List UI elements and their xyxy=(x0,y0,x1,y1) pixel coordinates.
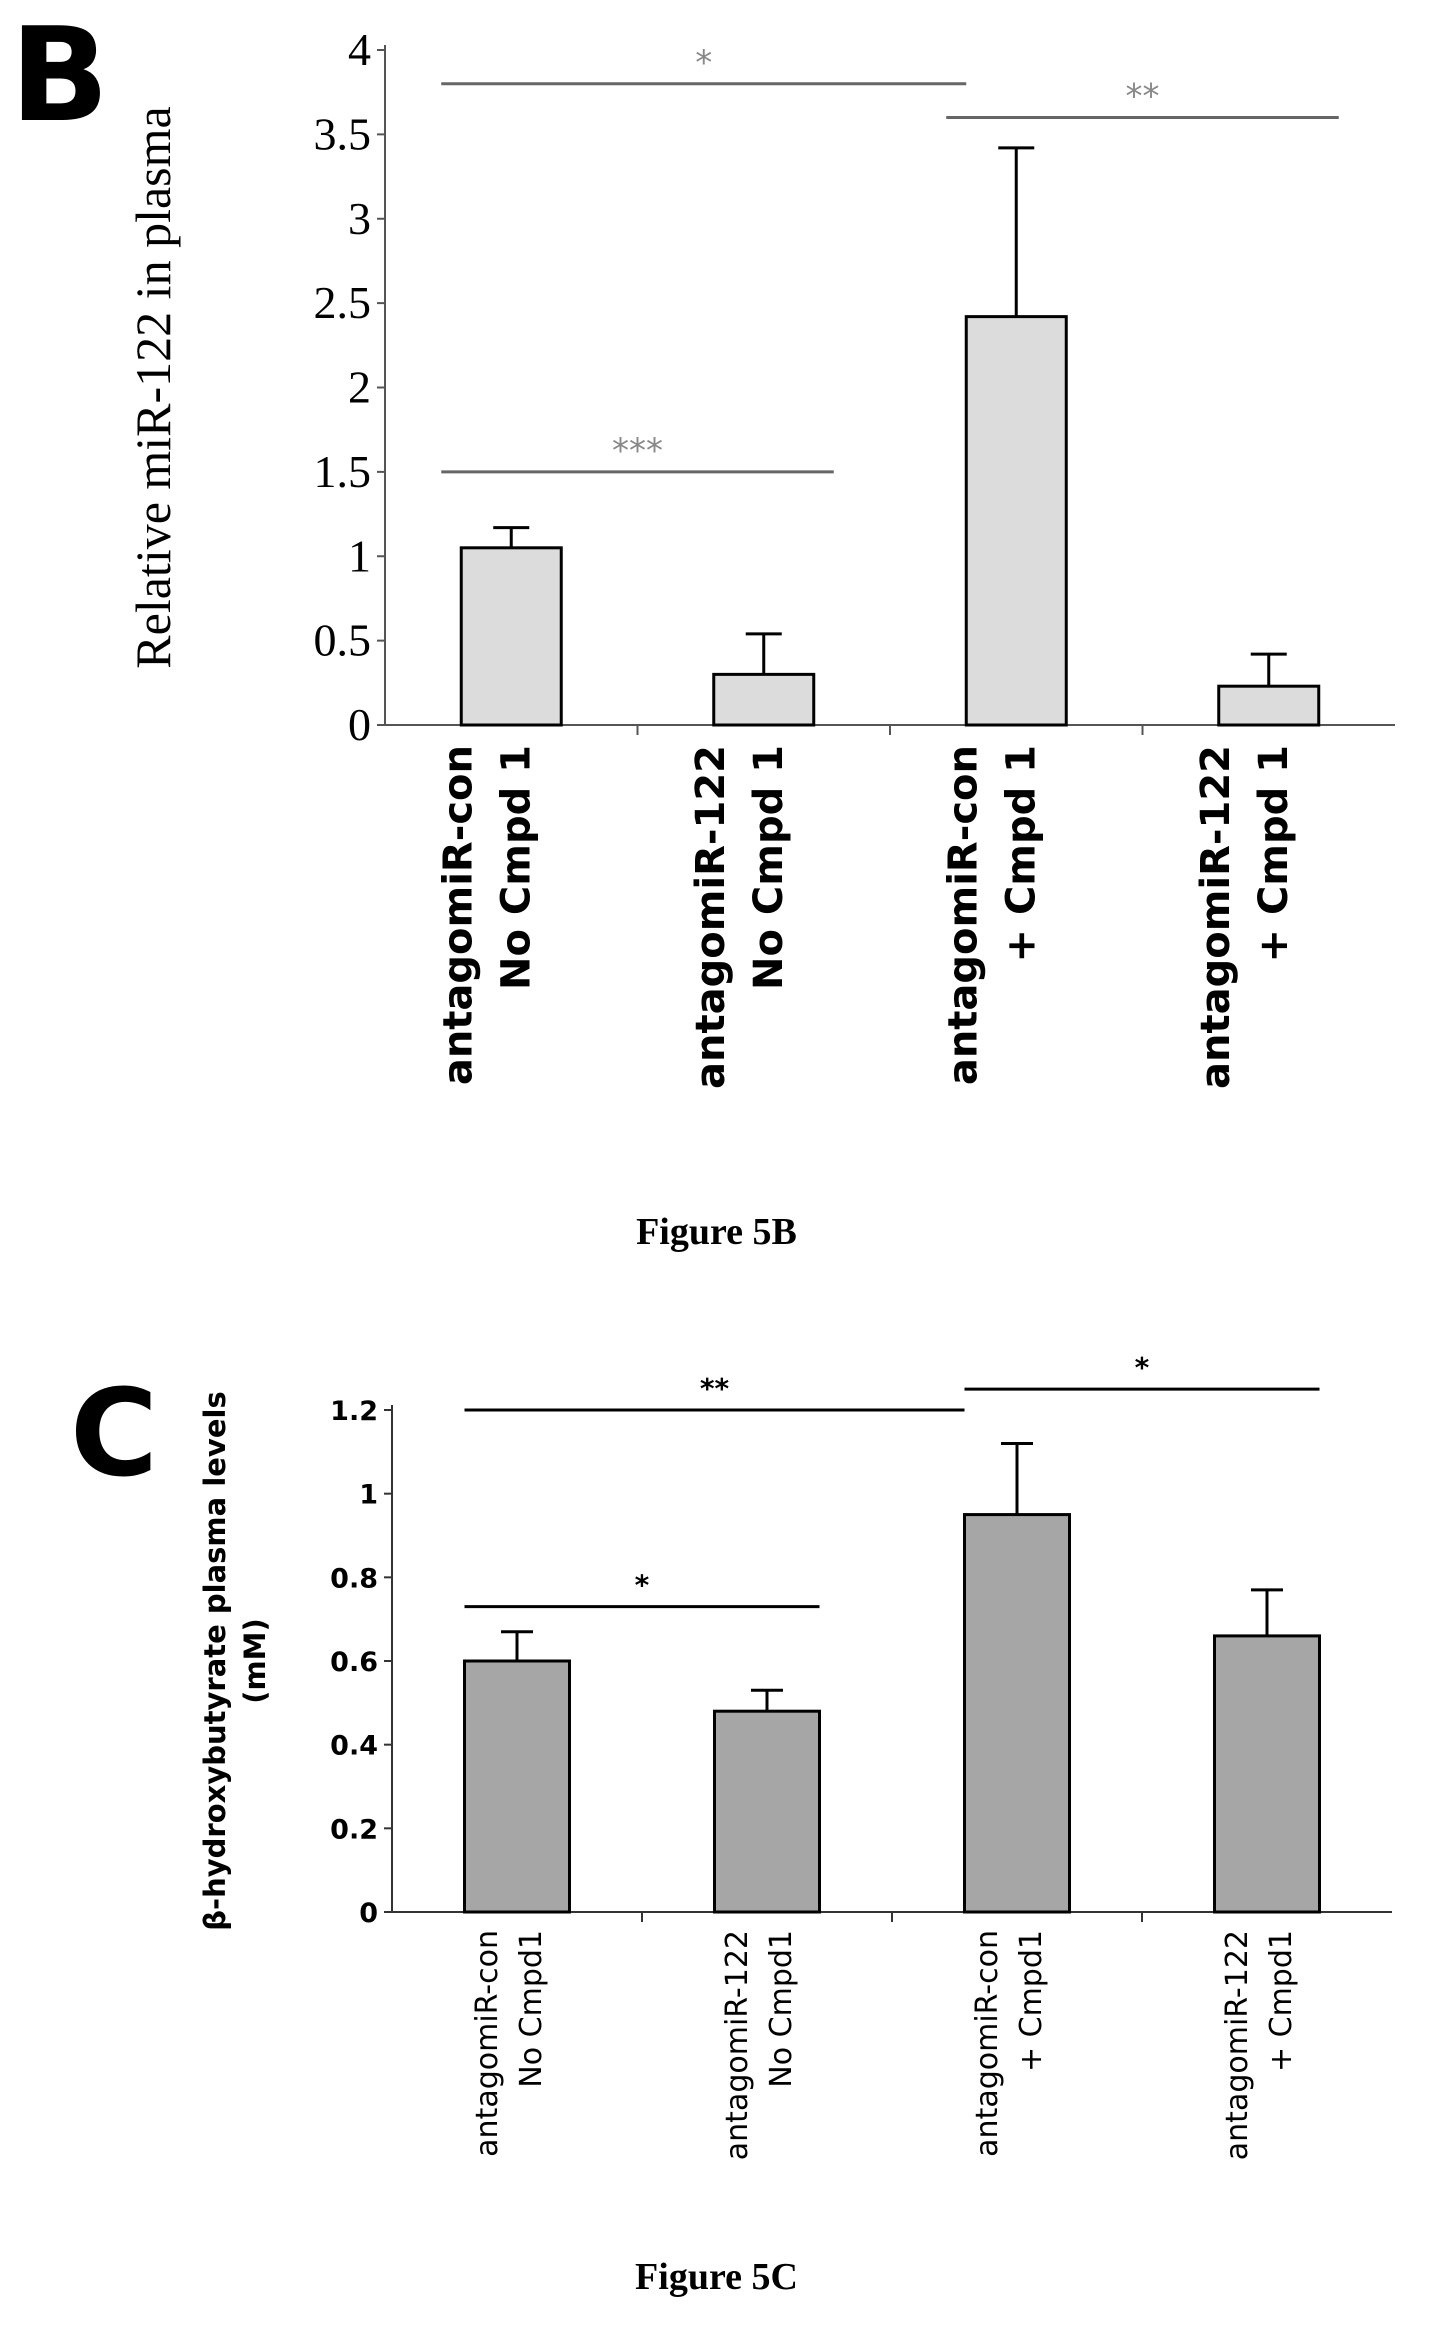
bar xyxy=(1213,1634,1321,1914)
x-category-label-line: antagomiR-con xyxy=(470,1930,505,2157)
bar xyxy=(459,546,563,727)
significance-label: * xyxy=(695,43,712,83)
x-category-label: antagomiR-con + Cmpd 1 xyxy=(940,745,1044,1085)
y-axis-label: β-hydroxybutyrate plasma levels (mM) xyxy=(198,1391,272,1930)
y-tick-label: 2 xyxy=(348,362,371,413)
y-tick-label: 1 xyxy=(348,530,371,581)
y-axis-label-line: β-hydroxybutyrate plasma levels xyxy=(198,1391,232,1930)
x-category-label-line: No Cmpd 1 xyxy=(746,745,792,990)
y-tick-label: 3.5 xyxy=(314,108,372,159)
y-tick-label: 0.6 xyxy=(330,1647,378,1678)
y-axis-label-line: (mM) xyxy=(238,1618,272,1704)
y-tick-label: 0 xyxy=(348,699,371,750)
y-tick-label: 0 xyxy=(359,1898,378,1929)
x-category-label-line: No Cmpd1 xyxy=(764,1930,799,2088)
significance-label: *** xyxy=(612,431,663,471)
x-category-label-line: antagomiR-con xyxy=(435,745,481,1085)
y-axis-label-line: Relative miR-122 in plasma xyxy=(125,106,181,668)
chart-c: 0 0.2 0.4 0.6 0.8 1 1.2 β-hydroxybutyrate plasm… xyxy=(198,1351,1392,2160)
x-category-label: antagomiR-122 + Cmpd1 xyxy=(1220,1930,1299,2160)
figure-caption-c: Figure 5C xyxy=(635,2256,798,2298)
panel-c: C 0 0.2 0.4 0.6 0.8 1 1.2 β-hydroxybutyrate pla… xyxy=(0,1300,1433,2333)
x-category-label-line: antagomiR-122 xyxy=(1193,745,1239,1089)
y-tick-label: 0.4 xyxy=(330,1731,378,1762)
x-category-label-line: antagomiR-con xyxy=(970,1930,1005,2157)
x-category-label-line: + Cmpd 1 xyxy=(998,745,1044,963)
figure-caption-b: Figure 5B xyxy=(636,1211,797,1253)
bar xyxy=(713,1709,821,1914)
bar xyxy=(964,315,1068,727)
y-tick-label: 1.2 xyxy=(330,1396,378,1427)
x-category-label: antagomiR-con + Cmpd1 xyxy=(970,1930,1049,2157)
x-category-label-line: antagomiR-122 xyxy=(1220,1930,1255,2160)
x-category-label-line: + Cmpd1 xyxy=(1014,1930,1049,2072)
x-category-label-line: antagomiR-122 xyxy=(688,745,734,1089)
y-tick-label: 0.2 xyxy=(330,1814,378,1845)
y-axis-label: Relative miR-122 in plasma xyxy=(125,106,181,668)
x-category-label: antagomiR-122 No Cmpd 1 xyxy=(688,745,792,1089)
x-category-label: antagomiR-con No Cmpd1 xyxy=(470,1930,549,2157)
x-category-label-line: + Cmpd 1 xyxy=(1251,745,1297,963)
y-tick-label: 2.5 xyxy=(314,277,372,328)
panel-letter-b: B xyxy=(10,0,110,151)
chart-b: 0 0.5 1 1.5 2 2.5 3 3.5 4 Relative miR-122 in pla… xyxy=(125,24,1395,1089)
x-category-label-line: No Cmpd1 xyxy=(514,1930,549,2088)
x-category-label-line: + Cmpd1 xyxy=(1264,1930,1299,2072)
y-tick-label: 1.5 xyxy=(314,446,372,497)
bar xyxy=(963,1513,1071,1914)
x-category-label: antagomiR-122 + Cmpd 1 xyxy=(1193,745,1297,1089)
panel-b: B 0 0.5 1 1.5 2 2.5 3 3.5 4 Relative miR-122 in p… xyxy=(10,0,1395,1253)
x-category-label: antagomiR-122 No Cmpd1 xyxy=(720,1930,799,2160)
x-category-label-line: antagomiR-122 xyxy=(720,1930,755,2160)
significance-label: ** xyxy=(1126,77,1160,117)
x-category-label-line: antagomiR-con xyxy=(940,745,986,1085)
bar xyxy=(712,672,816,727)
panel-letter-c: C xyxy=(70,1365,159,1504)
y-tick-label: 0.8 xyxy=(330,1563,378,1594)
y-tick-label: 0.5 xyxy=(314,615,372,666)
y-tick-label: 1 xyxy=(359,1480,378,1511)
bar xyxy=(463,1659,571,1914)
x-category-label-line: No Cmpd 1 xyxy=(493,745,539,990)
significance-label: ** xyxy=(700,1372,730,1405)
y-tick-label: 4 xyxy=(348,24,371,75)
significance-label: * xyxy=(635,1569,650,1602)
y-tick-label: 3 xyxy=(348,193,371,244)
bar xyxy=(1217,684,1321,727)
significance-label: * xyxy=(1135,1351,1150,1384)
x-category-label: antagomiR-con No Cmpd 1 xyxy=(435,745,539,1085)
